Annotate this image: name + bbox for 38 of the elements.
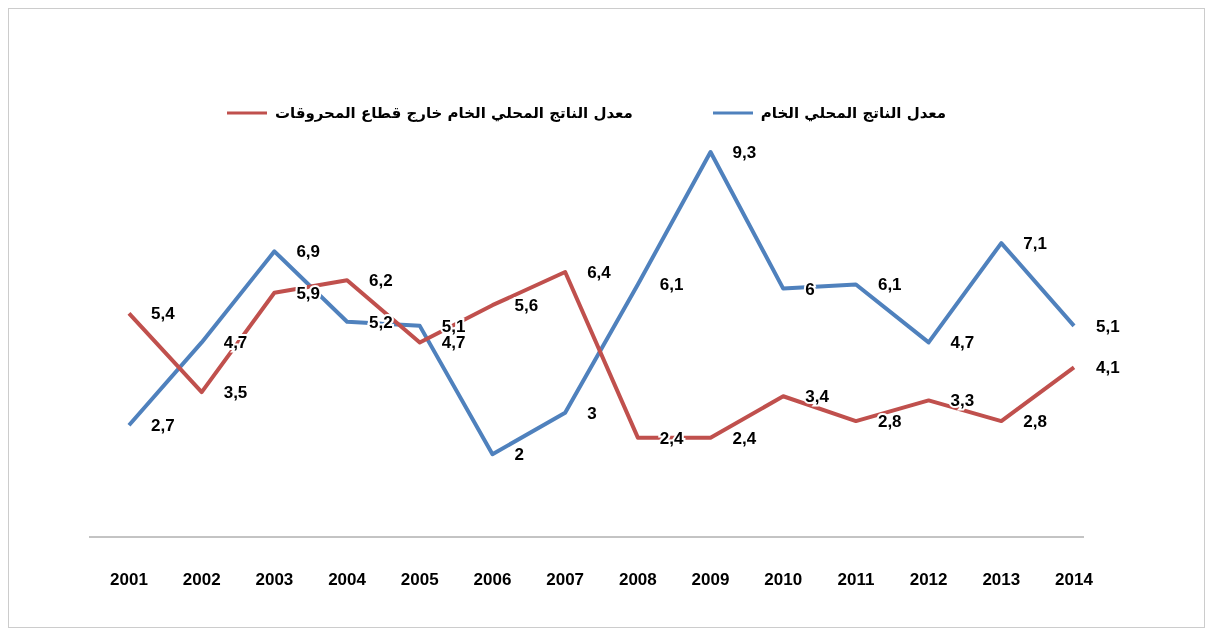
data-label: 2,7 [151,416,175,436]
x-tick-label: 2008 [618,570,657,590]
data-label: 3,5 [223,383,248,403]
x-tick-label: 2002 [182,570,221,590]
x-tick-label: 2005 [400,570,439,590]
data-label: 3,4 [805,387,830,407]
data-label: 3,3 [950,391,975,411]
data-label: 6,2 [369,271,393,291]
x-tick-label: 2006 [473,570,512,590]
x-tick-label: 2013 [982,570,1021,590]
x-tick-label: 2012 [909,570,948,590]
x-tick-label: 2003 [255,570,294,590]
data-label: 5,6 [514,296,539,316]
data-label: 4,1 [1096,358,1120,378]
data-label: 2,8 [877,412,902,432]
x-tick-label: 2011 [837,570,875,590]
data-label: 5,1 [1096,316,1120,336]
x-tick-label: 2001 [110,570,148,590]
data-label: 9,3 [732,143,757,162]
x-tick-label: 2014 [1055,570,1094,590]
data-label: 3 [587,403,597,423]
data-label: 4,7 [950,333,975,353]
x-tick-label: 2007 [546,570,585,590]
data-label: 2,8 [1023,412,1047,432]
data-label: 2 [514,445,524,465]
data-label: 6,1 [877,275,902,295]
x-tick-label: 2009 [691,570,730,590]
data-label: 7,1 [1023,234,1047,254]
data-label: 6,9 [296,242,321,262]
data-label: 5,2 [369,312,393,332]
legend-label: معدل الناتج المحلي الخام خارج قطاع المحروقات [274,104,633,122]
legend-label: معدل الناتج المحلي الخام [760,104,947,122]
data-label: 2,4 [732,428,757,448]
data-label: 5,4 [151,304,176,324]
data-label: 6,4 [587,263,612,283]
x-tick-label: 2010 [764,570,803,590]
data-label: 6,1 [659,275,684,295]
x-tick-label: 2004 [328,570,367,590]
